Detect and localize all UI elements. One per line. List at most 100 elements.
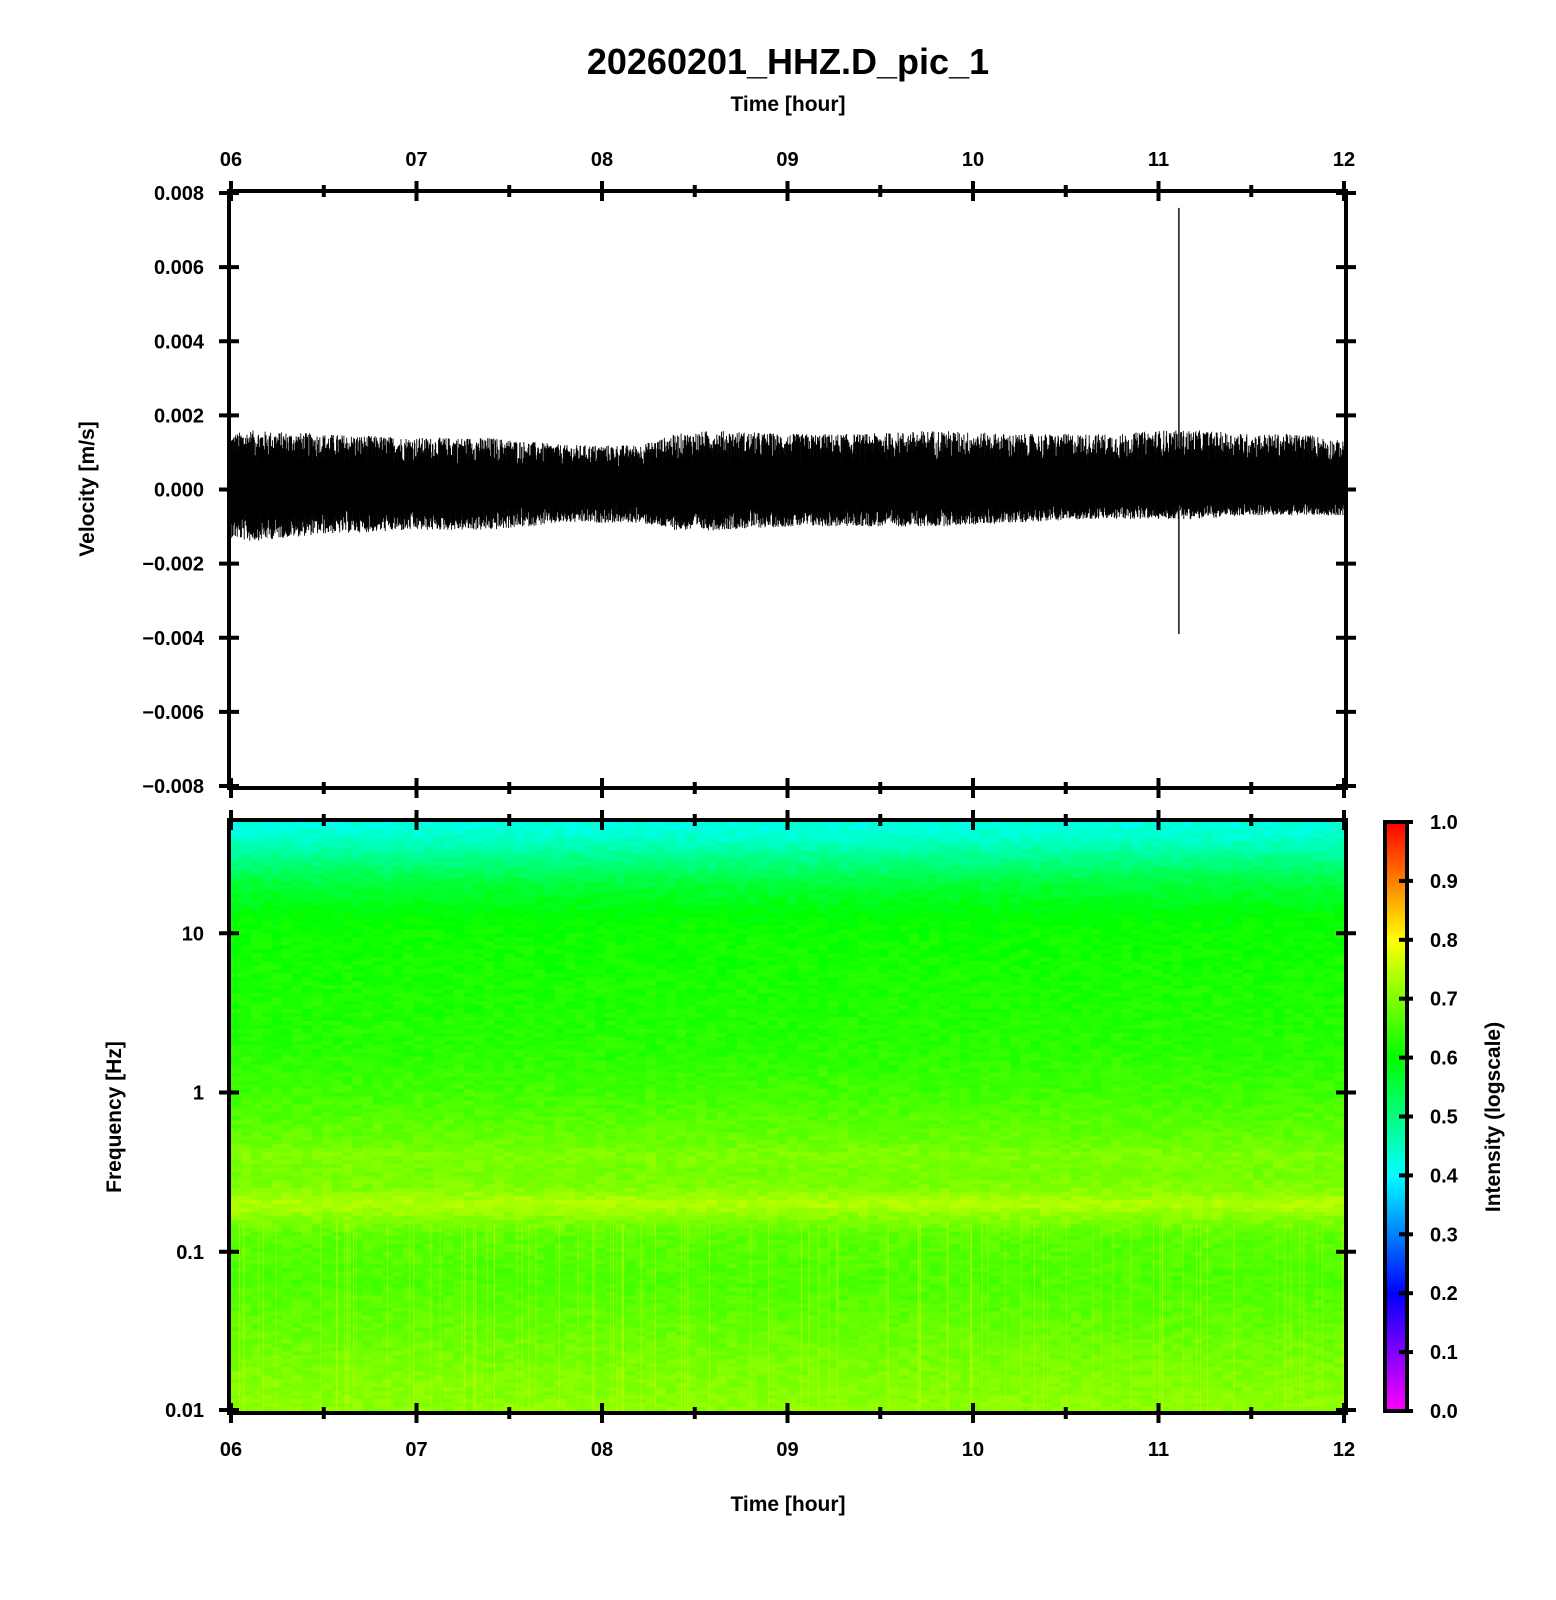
spectrogram-cell <box>787 822 799 827</box>
spectrogram-cell <box>1111 945 1122 950</box>
spectrogram-cell <box>716 825 728 831</box>
spectrogram-cell <box>949 985 961 990</box>
spectrogram-cell <box>291 909 303 915</box>
spectrogram-cell <box>838 921 849 927</box>
spectrogram-cell <box>403 873 414 879</box>
spectrogram-cell <box>858 833 870 839</box>
spectrogram-cell <box>463 957 475 962</box>
spectrogram-cell <box>1091 973 1102 978</box>
spectrogram-cell <box>575 945 586 950</box>
spectrogram-cell <box>898 957 910 962</box>
spectrogram-cell <box>1101 993 1112 998</box>
spectrogram-cell <box>797 981 809 986</box>
spectrogram-cell <box>1232 909 1244 915</box>
spectrogram-cell <box>251 973 262 978</box>
spectrogram-cell <box>1182 877 1193 883</box>
spectrogram-cell <box>787 965 799 970</box>
spectrogram-cell <box>989 829 1001 835</box>
spectrogram-cell <box>534 833 546 839</box>
spectrogram-cell <box>969 857 981 863</box>
spectrogram-cell <box>1323 857 1335 863</box>
spectrogram-cell <box>999 822 1011 827</box>
spectrogram-cell <box>706 997 718 1002</box>
spectrogram-cell <box>868 869 880 875</box>
spectrogram-cell <box>868 909 880 915</box>
spectrogram-cell <box>696 841 708 847</box>
spectrogram-cell <box>251 829 262 835</box>
spectrogram-cell <box>1202 877 1214 883</box>
spectrogram-cell <box>1313 929 1325 935</box>
spectrogram-cell <box>1252 873 1264 879</box>
spectrogram-cell <box>1283 941 1295 946</box>
spectrogram-cell <box>301 897 313 903</box>
spectrogram-cell <box>747 977 758 982</box>
spectrogram-cell <box>372 929 384 935</box>
spectrogram-cell <box>797 853 809 859</box>
spectrogram-cell <box>838 957 849 962</box>
spectrogram-cell <box>777 853 789 859</box>
spectrogram-cell <box>473 853 485 859</box>
spectrogram-cell <box>625 969 637 974</box>
spectrogram-cell <box>1050 889 1062 895</box>
spectrogram-cell <box>979 849 991 855</box>
spectrogram-cell <box>231 865 242 871</box>
spectrogram-cell <box>392 953 404 958</box>
spectrogram-cell <box>494 953 505 958</box>
spectrogram-cell <box>827 965 839 970</box>
spectrogram-cell <box>483 961 495 966</box>
spectrogram-cell <box>888 953 900 958</box>
spectrogram-cell <box>322 897 333 903</box>
spectrogram-cell <box>443 897 455 903</box>
spectrogram-cell <box>787 961 799 966</box>
spectrogram-cell <box>1212 937 1224 942</box>
spectrogram-cell <box>372 917 384 923</box>
spectrogram-cell <box>1283 881 1295 887</box>
spectrogram-cell <box>949 973 961 978</box>
spectrogram-cell <box>1202 865 1214 871</box>
spectrogram-cell <box>362 985 374 990</box>
spectrogram-cell <box>767 925 778 931</box>
spectrogram-cell <box>1070 845 1082 851</box>
spectrogram-cell <box>483 937 495 942</box>
spectrogram-cell <box>807 845 819 851</box>
spectrogram-cell <box>1293 897 1305 903</box>
spectrogram-cell <box>645 985 657 990</box>
spectrogram-cell <box>494 977 505 982</box>
spectrogram-cell <box>827 945 839 950</box>
spectrogram-cell <box>888 949 900 954</box>
spectrogram-cell <box>655 957 667 962</box>
spectrogram-cell <box>655 997 667 1002</box>
spectrogram-cell <box>1050 997 1062 1002</box>
spectrogram-cell <box>1263 969 1274 974</box>
spectrogram-cell <box>1151 841 1163 847</box>
spectrogram-cell <box>1202 941 1214 946</box>
spectrogram-cell <box>382 953 394 958</box>
spectrogram-cell <box>1323 893 1335 899</box>
spectrogram-cell <box>1020 913 1031 919</box>
spectrogram-cell <box>989 837 1001 843</box>
spectrogram-cell <box>726 837 738 843</box>
spectrogram-cell <box>1020 837 1031 843</box>
spectrogram-cell <box>1020 961 1031 966</box>
spectrogram-cell <box>777 849 789 855</box>
spectrogram-cell <box>1333 945 1345 950</box>
spectrogram-cell <box>726 945 738 950</box>
spectrogram-cell <box>251 941 262 946</box>
spectrogram-cell <box>1060 893 1072 899</box>
spectrogram-cell <box>423 837 434 843</box>
spectrogram-cell <box>979 833 991 839</box>
spectrogram-cell <box>1313 885 1325 891</box>
spectrogram-cell <box>838 953 849 958</box>
spectrogram-cell <box>1171 833 1183 839</box>
spectrogram-cell <box>1192 909 1203 915</box>
spectrogram-cell <box>939 885 950 891</box>
spectrogram-cell <box>797 993 809 998</box>
spectrogram-cell <box>392 941 404 946</box>
spectrogram-cell <box>969 945 981 950</box>
spectrogram-cell <box>1010 981 1021 986</box>
spectrogram-cell <box>1283 945 1295 950</box>
spectrogram-cell <box>1192 849 1203 855</box>
spectrogram-cell <box>1080 993 1092 998</box>
spectrogram-cell <box>1242 833 1254 839</box>
spectrogram-cell <box>524 965 536 970</box>
